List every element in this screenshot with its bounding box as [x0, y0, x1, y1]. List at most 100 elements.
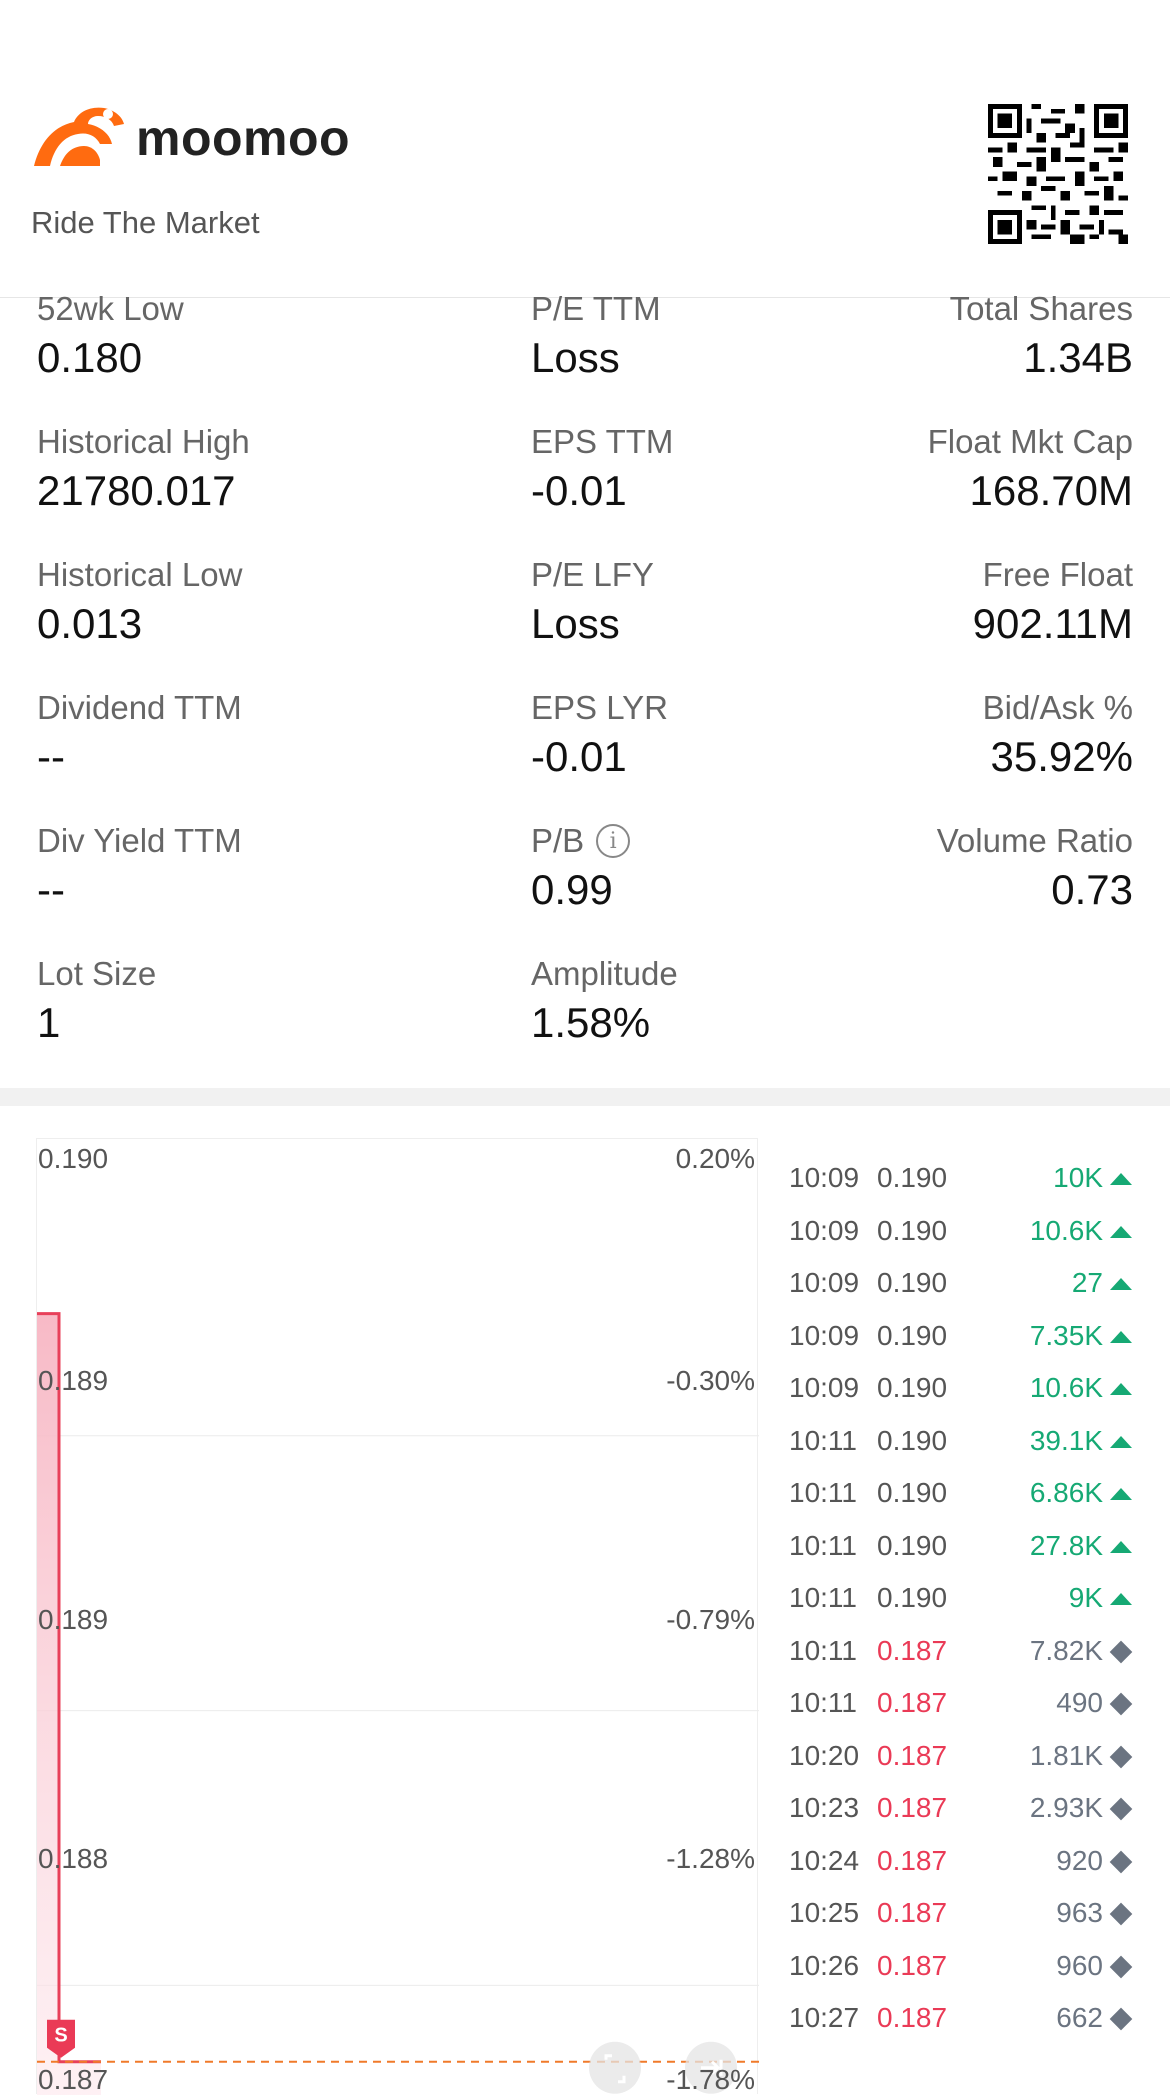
intraday-chart[interactable]: S 0.190 0.189 0.189 0.188 0.187 0.20% -0…: [36, 1138, 759, 2095]
stat-value: 21780.017: [37, 467, 236, 514]
stat-label: Bid/Ask %: [982, 689, 1133, 726]
chart-grid: [37, 1435, 759, 1986]
y2-axis-label: -0.79%: [666, 1604, 755, 1635]
tick-volume: 490: [1056, 1687, 1103, 1718]
tick-price: 0.190: [877, 1372, 948, 1403]
price-area: [37, 1313, 101, 2095]
tick-volume: 1.81K: [1029, 1739, 1103, 1771]
tick-price: 0.190: [877, 1162, 948, 1193]
tick-time: 10:11: [789, 1529, 857, 1561]
sell-marker-icon: S: [47, 2019, 75, 2058]
y2-axis-label: -0.30%: [666, 1365, 755, 1396]
chart-overlay: S: [37, 2019, 759, 2094]
diamond-icon: [1109, 1952, 1133, 1982]
tick-row: 10:09 0.190 27: [788, 1267, 1133, 1320]
stat-free-float: Free Float 902.11M: [973, 556, 1133, 648]
tick-row: 10:11 0.190 27.8K: [788, 1530, 1133, 1583]
up-arrow-icon: [1109, 1427, 1133, 1457]
tick-row: 10:11 0.190 6.86K: [788, 1477, 1133, 1530]
tick-row: 10:09 0.190 10K: [788, 1162, 1133, 1215]
tick-volume: 6.86K: [1029, 1477, 1103, 1508]
diamond-icon: [1109, 1742, 1133, 1772]
stat-label: Free Float: [982, 556, 1133, 593]
app-header: moomoo Ride The Market: [0, 0, 1170, 298]
tick-row: 10:11 0.187 7.82K: [788, 1635, 1133, 1688]
tick-volume: 10.6K: [1029, 1372, 1103, 1403]
up-arrow-icon: [1109, 1269, 1133, 1299]
stat-value: --: [37, 733, 65, 780]
stat-label: 52wk Low: [37, 290, 184, 327]
stat-pb: P/B i 0.99: [531, 822, 631, 914]
tick-time: 10:09: [789, 1214, 860, 1246]
tick-time: 10:26: [789, 1949, 860, 1981]
stat-label: Historical Low: [37, 556, 243, 593]
tick-row: 10:09 0.190 7.35K: [788, 1320, 1133, 1373]
tick-volume: 27: [1071, 1267, 1103, 1298]
stat-label: EPS LYR: [531, 689, 668, 726]
tick-time: 10:27: [789, 2002, 860, 2033]
stat-value: 0.73: [1051, 866, 1133, 913]
up-arrow-icon: [1109, 1479, 1133, 1509]
tick-price: 0.190: [877, 1477, 948, 1508]
tick-price: 0.190: [877, 1214, 948, 1246]
tick-row: 10:25 0.187 963: [788, 1897, 1133, 1950]
tick-volume: 9K: [1068, 1582, 1103, 1613]
stat-value: 902.11M: [972, 600, 1133, 647]
tick-volume: 2.93K: [1029, 1792, 1103, 1823]
stat-value: 0.013: [37, 600, 143, 647]
fullscreen-icon[interactable]: [589, 2041, 641, 2094]
diamond-icon: [1109, 1689, 1133, 1719]
tick-volume: 27.8K: [1029, 1529, 1103, 1561]
tick-time: 10:09: [789, 1162, 860, 1193]
stat-label: EPS TTM: [531, 423, 674, 460]
tick-row: 10:26 0.187 960: [788, 1950, 1133, 2003]
stat-value: 1.58%: [531, 999, 651, 1046]
stat-amplitude: Amplitude 1.58%: [531, 955, 678, 1047]
tick-volume: 662: [1056, 2002, 1103, 2033]
stat-total-shares: Total Shares 1.34B: [950, 290, 1133, 382]
stat-eps-lyr: EPS LYR -0.01: [531, 689, 668, 781]
tick-price: 0.187: [877, 1634, 948, 1666]
tick-row: 10:20 0.187 1.81K: [788, 1740, 1133, 1793]
bull-logo-icon: [34, 107, 124, 166]
fullscreen-icon-glyph: [604, 2054, 626, 2084]
tick-volume: 7.82K: [1029, 1634, 1103, 1666]
stat-value: 0.99: [531, 866, 613, 913]
tick-row: 10:11 0.187 490: [788, 1687, 1133, 1740]
up-arrow-icon: [1109, 1164, 1133, 1194]
stat-pe-lfy: P/E LFY Loss: [531, 556, 654, 648]
tick-time: 10:09: [789, 1319, 860, 1351]
tick-time: 10:11: [789, 1687, 857, 1718]
tick-volume: 39.1K: [1029, 1424, 1103, 1456]
tick-row: 10:09 0.190 10.6K: [788, 1215, 1133, 1268]
section-divider: [0, 1088, 1170, 1106]
y2-axis-label: -1.28%: [666, 1843, 755, 1874]
stat-value: Loss: [531, 334, 620, 381]
key-statistics: 52wk Low 0.180 P/E TTM Loss Total Shares 1.…: [0, 290, 1170, 1088]
stat-value: --: [37, 866, 65, 913]
diamond-icon: [1109, 2004, 1133, 2034]
tick-time: 10:11: [789, 1477, 857, 1508]
tick-time: 10:23: [789, 1792, 860, 1823]
stat-52wk-low: 52wk Low 0.180: [37, 290, 184, 382]
stat-label: Total Shares: [949, 290, 1133, 327]
stat-label: Float Mkt Cap: [927, 423, 1133, 460]
stat-float-mkt-cap: Float Mkt Cap 168.70M: [928, 423, 1133, 515]
stat-label: P/E TTM: [531, 290, 661, 327]
tick-volume: 10K: [1053, 1162, 1103, 1193]
stat-bid-ask: Bid/Ask % 35.92%: [983, 689, 1133, 781]
tick-price: 0.190: [877, 1529, 948, 1561]
tagline: Ride The Market: [31, 205, 260, 240]
y-axis-label: 0.187: [38, 2064, 109, 2095]
diamond-icon: [1109, 1794, 1133, 1824]
up-arrow-icon: [1109, 1584, 1133, 1614]
tick-time: 10:20: [789, 1739, 860, 1771]
info-icon[interactable]: i: [596, 824, 631, 858]
brand-name: moomoo: [136, 110, 351, 166]
stat-label: P/B: [531, 822, 585, 859]
tick-by-tick-list[interactable]: 10:09 0.190 10K 10:09 0.190 10.6K 10:09 0.190 27…: [788, 1162, 1133, 2055]
stat-value: 168.70M: [969, 467, 1133, 514]
tick-time: 10:09: [789, 1267, 860, 1298]
tick-row: 10:09 0.190 10.6K: [788, 1372, 1133, 1425]
tick-time: 10:24: [789, 1844, 860, 1876]
